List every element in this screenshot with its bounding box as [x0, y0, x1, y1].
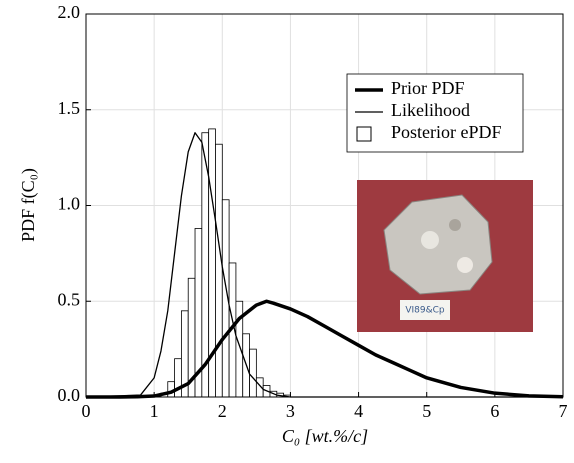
- legend-label: Likelihood: [391, 100, 470, 120]
- x-tick-label: 4: [354, 401, 363, 421]
- x-tick-label: 5: [422, 401, 431, 421]
- aggregate: [457, 257, 473, 273]
- legend-box: [346, 73, 524, 153]
- y-tick-label: 1.5: [58, 98, 81, 118]
- histogram-bar: [215, 143, 223, 398]
- line-series: [85, 132, 563, 398]
- aggregate: [421, 231, 439, 249]
- x-tick-label: 2: [218, 401, 227, 421]
- y-axis-label: PDF f(C₀): [18, 168, 39, 242]
- histogram-bar: [249, 348, 257, 398]
- y-tick-label: 1.0: [58, 194, 81, 214]
- legend-swatch: [356, 126, 372, 142]
- y-tick-label: 0.0: [58, 385, 81, 405]
- legend-label: Prior PDF: [391, 78, 465, 98]
- legend-label: Posterior ePDF: [391, 122, 502, 142]
- x-tick-label: 0: [82, 401, 91, 421]
- x-tick-label: 6: [490, 401, 499, 421]
- y-tick-label: 2.0: [58, 2, 81, 22]
- x-tick-label: 1: [150, 401, 159, 421]
- line-series: [86, 299, 564, 399]
- x-axis-label: C₀ [wt.%/c]: [282, 426, 368, 446]
- aggregate: [449, 219, 461, 231]
- photo-tag: [400, 300, 450, 320]
- photo-label: VI89&Cp: [405, 306, 445, 316]
- x-tick-label: 3: [286, 401, 295, 421]
- x-tick-label: 7: [559, 401, 568, 421]
- inset-photo: VI89&Cp: [357, 180, 533, 332]
- plot-frame: [85, 13, 564, 398]
- y-tick-label: 0.5: [58, 289, 81, 309]
